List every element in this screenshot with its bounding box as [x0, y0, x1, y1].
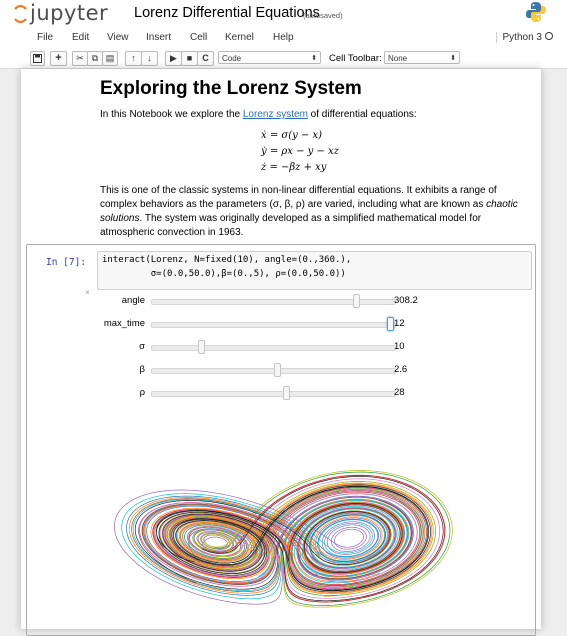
slider-value-4[interactable]: 28 [394, 387, 405, 398]
cell-toolbar-select[interactable]: None ⬍ [384, 51, 460, 64]
cell-toolbar-value: None [388, 54, 408, 63]
slider-label-1: max_time [103, 318, 145, 329]
equation-y: ẏ = ρx − y − xz [261, 146, 339, 157]
code-input[interactable]: interact(Lorenz, N=fixed(10), angle=(0.,… [97, 251, 532, 290]
slider-value-3[interactable]: 2.6 [394, 364, 408, 375]
trajectory-line-9 [134, 476, 444, 602]
header: jupyter Lorenz Differential Equations (a… [0, 0, 567, 29]
stop-button[interactable]: ■ [181, 51, 198, 66]
lorenz-system-link[interactable]: Lorenz system [242, 109, 308, 120]
cell-type-value: Code [222, 54, 242, 63]
slider-track-1[interactable] [151, 322, 396, 328]
slider-handle-3[interactable] [273, 363, 281, 377]
cut-icon: ✂ [76, 53, 84, 63]
close-widget-icon[interactable]: × [85, 288, 90, 297]
para-italic: chaotic solutions [100, 199, 518, 224]
select-caret-icon: ⬍ [450, 55, 456, 62]
intro-text-after: of differential equations: [307, 109, 417, 120]
code-line-2: σ=(0.0,50.0),β=(0.,5), ρ=(0.0,50.0)) [102, 269, 346, 279]
kernel-idle-icon [545, 32, 553, 41]
menu-help[interactable]: Help [273, 32, 294, 43]
slider-value-0[interactable]: 308.2 [394, 295, 418, 306]
slider-track-0[interactable] [151, 299, 396, 305]
menu-file[interactable]: File [37, 32, 54, 43]
notebook-container: Exploring the Lorenz System In this Note… [21, 69, 541, 636]
run-button[interactable]: ▶ [165, 51, 182, 66]
autosave-status: (autosaved) [303, 11, 343, 20]
menubar: File Edit View Insert Cell Kernel Help P… [0, 29, 567, 50]
para-text-2: . The system was originally developed as… [100, 213, 482, 238]
arrow-up-icon: ↑ [131, 53, 136, 63]
run-icon: ▶ [170, 53, 177, 63]
python-logo-icon [526, 2, 546, 22]
trajectory-line-6 [131, 489, 424, 593]
para-text-1: This is one of the classic systems in no… [100, 185, 497, 210]
slider-label-0: angle [121, 295, 145, 306]
select-caret-icon: ⬍ [311, 55, 317, 62]
arrow-down-icon: ↓ [147, 53, 152, 63]
paste-button[interactable]: ▤ [102, 51, 118, 66]
equation-z: ż = −βz + xy [261, 162, 327, 173]
save-button[interactable] [30, 51, 45, 66]
equation-x: ẋ = σ(y − x) [261, 130, 323, 141]
slider-handle-4[interactable] [283, 386, 291, 400]
trajectory-line-8 [129, 482, 434, 595]
notebook-name[interactable]: Lorenz Differential Equations [134, 5, 320, 21]
paste-icon: ▤ [105, 53, 115, 63]
slider-handle-2[interactable] [198, 340, 206, 354]
input-prompt: In [7]: [46, 257, 87, 268]
intro-text-before: In this Notebook we explore the [100, 109, 243, 120]
cell-type-select[interactable]: Code ⬍ [218, 51, 321, 64]
slider-handle-1[interactable] [387, 317, 394, 331]
trajectory-line-7 [139, 478, 441, 599]
menu-edit[interactable]: Edit [72, 32, 90, 43]
stop-icon: ■ [186, 53, 193, 63]
menu-kernel[interactable]: Kernel [225, 32, 254, 43]
save-icon [33, 54, 42, 63]
jupyter-logo-icon[interactable] [14, 4, 27, 24]
slider-track-3[interactable] [151, 368, 396, 374]
jupyter-logo-text[interactable]: jupyter [30, 1, 109, 25]
kernel-name: Python 3 [502, 32, 542, 43]
menu-view[interactable]: View [107, 32, 129, 43]
kernel-indicator[interactable]: Python 3 [495, 32, 553, 43]
markdown-title: Exploring the Lorenz System [100, 78, 362, 99]
cut-button[interactable]: ✂ [72, 51, 88, 66]
restart-button[interactable]: C [197, 51, 214, 66]
insert-cell-button[interactable]: + [50, 51, 67, 66]
slider-value-1[interactable]: 12 [394, 318, 405, 329]
slider-track-4[interactable] [151, 391, 396, 397]
cell-toolbar-label: Cell Toolbar: [329, 53, 382, 64]
plus-icon: + [55, 52, 62, 64]
trajectory-line-3 [114, 489, 389, 605]
slider-value-2[interactable]: 10 [394, 341, 405, 352]
slider-label-2: σ [139, 341, 145, 352]
menu-cell[interactable]: Cell [190, 32, 208, 43]
toolbar: + ✂ ⧉ ▤ ↑ ↓ ▶ ■ C Code ⬍ Cell Toolbar: No… [0, 49, 567, 69]
markdown-paragraph: This is one of the classic systems in no… [100, 184, 518, 240]
restart-icon: C [202, 53, 209, 63]
slider-handle-0[interactable] [353, 294, 361, 308]
move-up-button[interactable]: ↑ [125, 51, 142, 66]
menu-insert[interactable]: Insert [146, 32, 172, 43]
lorenz-plot [114, 470, 453, 608]
slider-label-3: β [139, 364, 145, 375]
copy-icon: ⧉ [91, 53, 99, 63]
code-line-1: interact(Lorenz, N=fixed(10), angle=(0.,… [102, 255, 352, 265]
copy-button[interactable]: ⧉ [87, 51, 103, 66]
markdown-intro: In this Notebook we explore the Lorenz s… [100, 109, 417, 120]
slider-track-2[interactable] [151, 345, 396, 351]
slider-label-4: ρ [139, 387, 145, 398]
move-down-button[interactable]: ↓ [141, 51, 158, 66]
